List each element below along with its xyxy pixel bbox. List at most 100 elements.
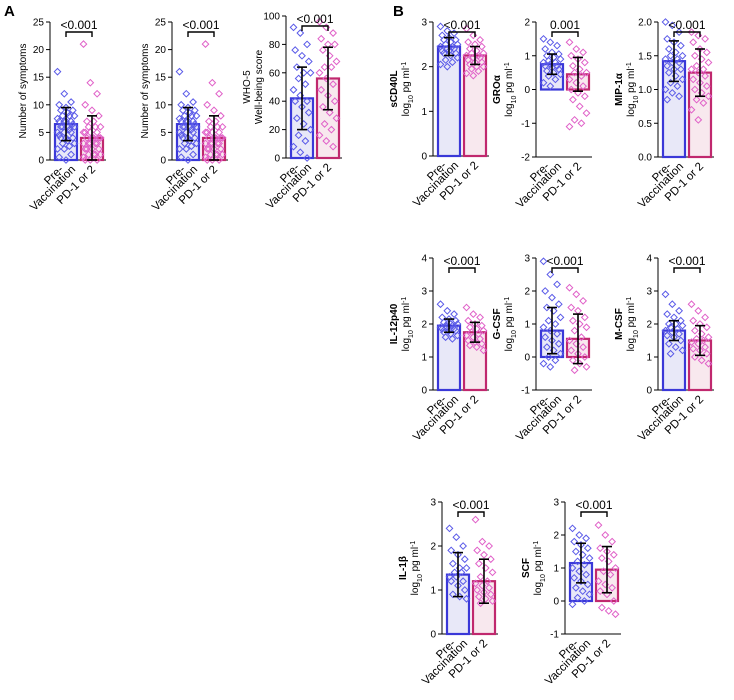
- point-pre-vaccination: [678, 75, 687, 84]
- point-pre-vaccination: [306, 68, 315, 77]
- point-pre-vaccination: [663, 310, 672, 319]
- y-tick-label: 0: [421, 386, 427, 397]
- y-tick-label: 10: [33, 100, 45, 111]
- point-pd-1-or-2: [215, 128, 224, 137]
- y-tick-label: 3: [430, 498, 436, 509]
- point-pre-vaccination: [553, 329, 562, 338]
- point-pre-vaccination: [580, 597, 589, 605]
- significance-bracket: [301, 25, 329, 31]
- point-pre-vaccination: [450, 310, 459, 319]
- significance-bracket: [580, 511, 608, 517]
- point-pd-1-or-2: [330, 40, 339, 49]
- point-pre-vaccination: [554, 300, 563, 309]
- point-pd-1-or-2: [206, 150, 215, 159]
- y-axis-label: WHO-5: [242, 70, 253, 104]
- point-pre-vaccination: [56, 134, 65, 142]
- point-pre-vaccination: [668, 300, 677, 309]
- point-pd-1-or-2: [476, 35, 485, 44]
- point-pd-1-or-2: [704, 58, 713, 67]
- significance-bracket: [673, 31, 701, 37]
- point-pre-vaccination: [568, 600, 577, 609]
- point-pd-1-or-2: [317, 85, 326, 94]
- point-pre-vaccination: [190, 106, 199, 115]
- point-pd-1-or-2: [567, 303, 576, 312]
- point-pre-vaccination: [182, 89, 191, 98]
- point-pre-vaccination: [187, 111, 196, 120]
- point-pre-vaccination: [178, 134, 187, 142]
- point-pd-1-or-2: [206, 139, 215, 148]
- point-pd-1-or-2: [216, 145, 225, 153]
- point-pd-1-or-2: [474, 67, 483, 76]
- point-pd-1-or-2: [699, 65, 708, 74]
- point-pd-1-or-2: [320, 120, 329, 128]
- point-pre-vaccination: [291, 97, 300, 106]
- point-pd-1-or-2: [315, 68, 324, 77]
- point-pre-vaccination: [553, 41, 562, 50]
- panel-label-a: A: [4, 3, 15, 20]
- point-pd-1-or-2: [329, 29, 338, 37]
- point-pre-vaccination: [189, 128, 198, 137]
- point-pre-vaccination: [56, 106, 65, 115]
- point-pre-vaccination: [53, 128, 62, 137]
- point-pre-vaccination: [459, 577, 468, 586]
- point-pd-1-or-2: [689, 344, 698, 353]
- significance-bracket: [65, 31, 93, 37]
- point-pre-vaccination: [548, 293, 556, 302]
- p-value-label: <0.001: [452, 498, 489, 512]
- p-value-label: <0.001: [668, 18, 705, 32]
- point-pre-vaccination: [192, 111, 201, 120]
- point-pd-1-or-2: [204, 145, 213, 153]
- point-pd-1-or-2: [582, 323, 591, 332]
- point-pre-vaccination: [301, 137, 310, 145]
- point-pd-1-or-2: [597, 603, 606, 612]
- point-pd-1-or-2: [486, 555, 495, 564]
- y-tick-label: 60: [269, 68, 281, 79]
- point-pre-vaccination: [447, 577, 456, 586]
- point-pd-1-or-2: [574, 306, 582, 315]
- point-pre-vaccination: [441, 56, 450, 64]
- point-pre-vaccination: [306, 125, 315, 134]
- point-pre-vaccination: [585, 554, 594, 563]
- y-axis-label: Number of symptoms: [140, 43, 151, 138]
- point-pre-vaccination: [546, 38, 555, 47]
- point-pd-1-or-2: [568, 61, 577, 70]
- point-pd-1-or-2: [474, 559, 483, 568]
- point-pre-vaccination: [291, 46, 300, 54]
- panel-label-b: B: [393, 3, 404, 20]
- point-pre-vaccination: [661, 290, 670, 299]
- y-tick-label: 1: [524, 320, 530, 331]
- point-pd-1-or-2: [570, 366, 579, 375]
- y-tick-label: 20: [269, 125, 281, 136]
- p-value-label: <0.001: [182, 18, 219, 32]
- point-pd-1-or-2: [329, 80, 338, 89]
- point-pre-vaccination: [67, 98, 76, 106]
- point-pd-1-or-2: [565, 336, 574, 345]
- point-pre-vaccination: [453, 320, 462, 328]
- point-pd-1-or-2: [694, 306, 703, 315]
- point-pre-vaccination: [175, 128, 184, 137]
- point-pre-vaccination: [580, 560, 589, 569]
- point-pd-1-or-2: [606, 570, 615, 579]
- point-pd-1-or-2: [485, 583, 494, 592]
- y-tick-label: 0.0: [638, 153, 652, 164]
- point-pd-1-or-2: [582, 68, 591, 77]
- point-pd-1-or-2: [690, 326, 699, 335]
- point-pre-vaccination: [445, 524, 454, 533]
- point-pd-1-or-2: [462, 303, 471, 312]
- point-pd-1-or-2: [332, 57, 341, 66]
- point-pre-vaccination: [301, 80, 310, 89]
- point-pd-1-or-2: [568, 356, 577, 365]
- y-tick-label: 0: [553, 597, 559, 608]
- point-pre-vaccination: [675, 58, 684, 67]
- point-pre-vaccination: [675, 306, 684, 315]
- point-pd-1-or-2: [692, 61, 701, 70]
- point-pd-1-or-2: [609, 550, 618, 559]
- point-pre-vaccination: [438, 325, 447, 333]
- point-pre-vaccination: [556, 70, 565, 79]
- y-axis-label: SCF: [521, 558, 532, 578]
- point-pre-vaccination: [661, 18, 670, 26]
- point-pre-vaccination: [303, 97, 312, 106]
- y-axis-label: M-CSF: [614, 308, 625, 340]
- point-pre-vaccination: [673, 82, 682, 91]
